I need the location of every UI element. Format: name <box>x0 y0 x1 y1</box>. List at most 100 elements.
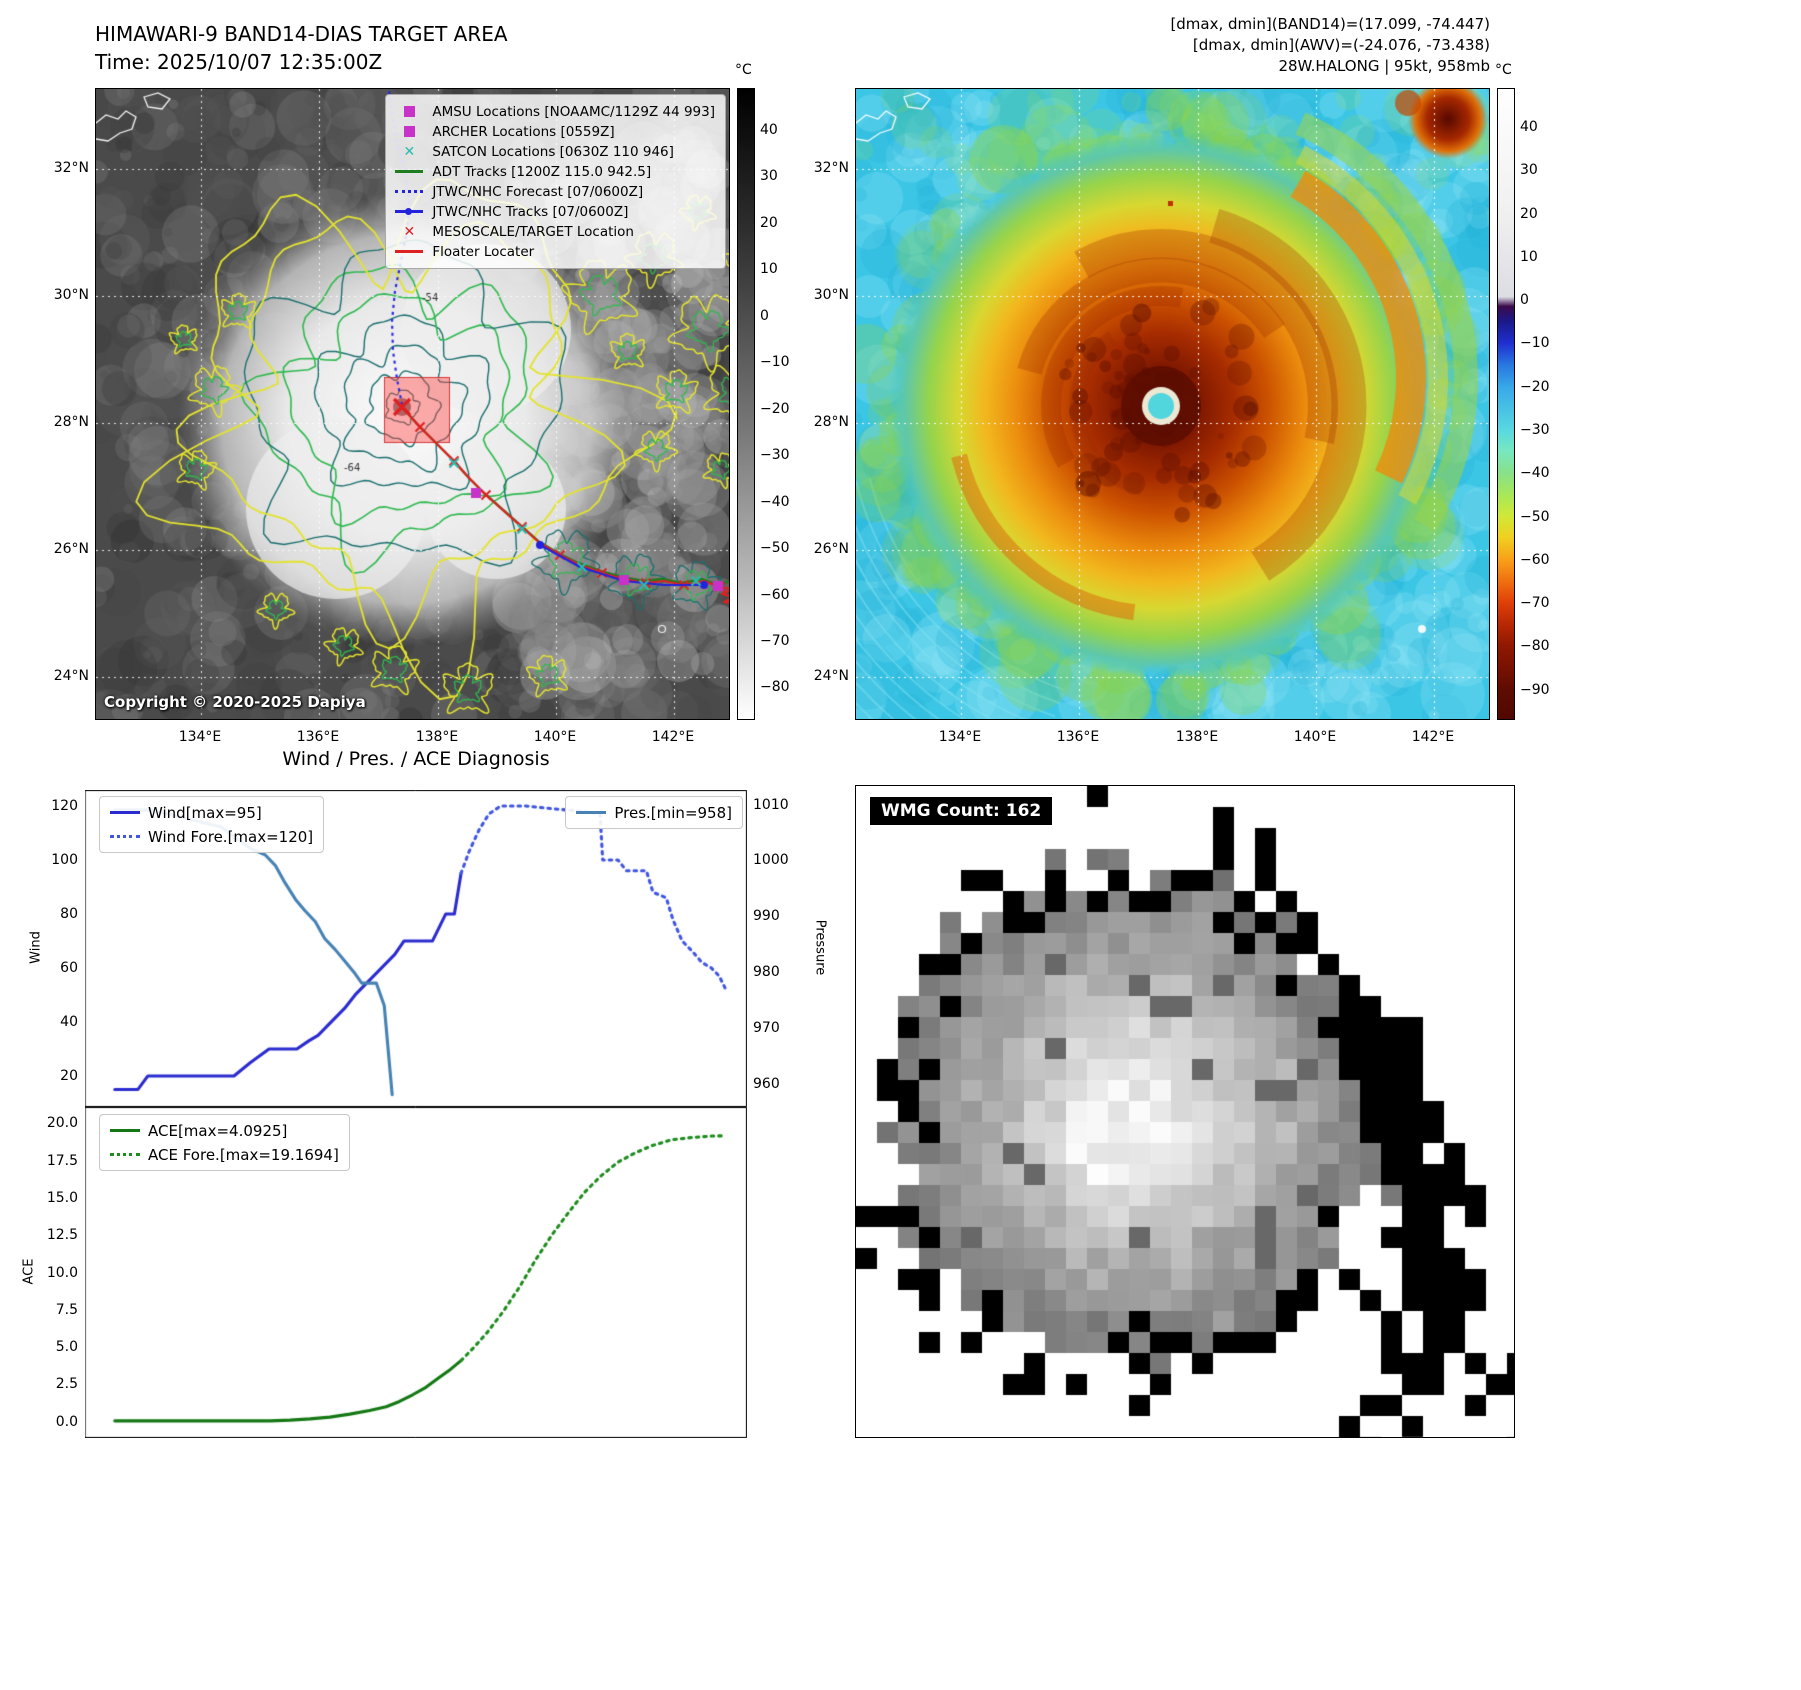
square-marker-icon <box>394 106 424 117</box>
legend-label: AMSU Locations [NOAAMC/1129Z 44 993] <box>432 103 715 120</box>
page-title: HIMAWARI-9 BAND14-DIAS TARGET AREA <box>95 22 508 46</box>
storm-info-annotation: 28W.HALONG | 95kt, 958mb <box>1278 57 1490 75</box>
legend-item: JTWC/NHC Forecast [07/0600Z] <box>394 182 715 201</box>
colorbar-tick-label: 10 <box>1520 248 1538 265</box>
diagnosis-title: Wind / Pres. / ACE Diagnosis <box>282 748 550 770</box>
lon-tick-label: 138°E <box>1175 729 1219 745</box>
pressure-tick-label: 980 <box>753 963 780 980</box>
lon-tick-label: 136°E <box>296 729 340 745</box>
legend-item: JTWC/NHC Tracks [07/0600Z] <box>394 202 715 221</box>
ace-tick-label: 7.5 <box>55 1301 78 1318</box>
chart-legend-label: ACE Fore.[max=19.1694] <box>148 1145 339 1164</box>
wind-tick-label: 20 <box>60 1067 78 1084</box>
dmax-band14-annotation: [dmax, dmin](BAND14)=(17.099, -74.447) <box>1170 15 1490 33</box>
legend-label: ADT Tracks [1200Z 115.0 942.5] <box>432 163 652 180</box>
lat-tick-label: 28°N <box>813 414 849 430</box>
lon-tick-label: 134°E <box>938 729 982 745</box>
colorbar-tick-label: 40 <box>1520 118 1538 135</box>
colorbar-tick-label: −80 <box>1520 638 1550 655</box>
ace-tick-label: 20.0 <box>46 1115 78 1132</box>
chart-legend-item: Wind Fore.[max=120] <box>110 827 313 846</box>
wind-legend: Wind[max=95] Wind Fore.[max=120] <box>99 796 325 853</box>
lat-tick-label: 26°N <box>813 541 849 557</box>
line-marker-icon <box>394 250 424 253</box>
chart-legend-label: ACE[max=4.0925] <box>148 1121 288 1140</box>
legend-label: JTWC/NHC Tracks [07/0600Z] <box>432 203 629 220</box>
lon-tick-label: 140°E <box>533 729 577 745</box>
lat-tick-label: 24°N <box>53 668 89 684</box>
lat-tick-label: 32°N <box>53 160 89 176</box>
colorbar-tick-label: −30 <box>1520 421 1550 438</box>
legend-label: Floater Locater <box>432 243 535 260</box>
legend-label: SATCON Locations [0630Z 110 946] <box>432 143 674 160</box>
awv-satellite-image <box>856 89 1489 719</box>
colorbar-tick-label: −10 <box>1520 335 1550 352</box>
ace-tick-label: 0.0 <box>55 1413 78 1430</box>
wmg-count-badge: WMG Count: 162 <box>870 797 1053 825</box>
chart-legend-line-icon <box>110 835 140 838</box>
wmg-count-image <box>856 786 1514 1437</box>
legend-label: ARCHER Locations [0559Z] <box>432 123 615 140</box>
lon-tick-label: 138°E <box>415 729 459 745</box>
colorbar-tick-label: 10 <box>760 261 778 278</box>
wmg-panel: WMG Count: 162 <box>855 785 1515 1438</box>
pressure-tick-label: 990 <box>753 908 780 925</box>
colorbar-tick-label: −30 <box>760 447 790 464</box>
dmax-awv-annotation: [dmax, dmin](AWV)=(-24.076, -73.438) <box>1192 36 1490 54</box>
copyright-text: Copyright © 2020-2025 Dapiya <box>104 693 366 711</box>
ace-tick-label: 10.0 <box>46 1264 78 1281</box>
colorbar-tick-label: −40 <box>760 493 790 510</box>
legend-item: ✕ MESOSCALE/TARGET Location <box>394 222 715 241</box>
colorbar-tick-label: −60 <box>760 586 790 603</box>
ace-tick-label: 12.5 <box>46 1227 78 1244</box>
band14-map-legend: AMSU Locations [NOAAMC/1129Z 44 993] ARCH… <box>385 94 726 269</box>
awv-map-panel <box>855 88 1490 720</box>
colorbar-tick-label: 0 <box>760 307 769 324</box>
chart-legend-item: ACE[max=4.0925] <box>110 1121 339 1140</box>
wind-tick-label: 40 <box>60 1013 78 1030</box>
band14-colorbar <box>737 88 755 720</box>
ace-tick-label: 15.0 <box>46 1189 78 1206</box>
legend-item: ADT Tracks [1200Z 115.0 942.5] <box>394 162 715 181</box>
lon-tick-label: 142°E <box>651 729 695 745</box>
colorbar-tick-label: −90 <box>1520 681 1550 698</box>
colorbar-tick-label: 20 <box>1520 205 1538 222</box>
pressure-tick-label: 1010 <box>753 796 789 813</box>
lat-tick-label: 26°N <box>53 541 89 557</box>
lat-tick-label: 30°N <box>53 287 89 303</box>
chart-legend-line-icon <box>110 811 140 814</box>
timestamp: Time: 2025/10/07 12:35:00Z <box>95 50 383 74</box>
annotation-block: [dmax, dmin](BAND14)=(17.099, -74.447) [… <box>1170 14 1490 77</box>
colorbar-tick-label: −20 <box>760 400 790 417</box>
chart-legend-line-icon <box>110 1129 140 1132</box>
colorbar-tick-label: −50 <box>760 540 790 557</box>
line-dot-marker-icon <box>394 208 424 215</box>
x-marker-icon: ✕ <box>403 223 416 240</box>
ace-tick-label: 2.5 <box>55 1376 78 1393</box>
lat-tick-label: 24°N <box>813 668 849 684</box>
lat-tick-label: 32°N <box>813 160 849 176</box>
legend-item: AMSU Locations [NOAAMC/1129Z 44 993] <box>394 102 715 121</box>
band14-map-panel: AMSU Locations [NOAAMC/1129Z 44 993] ARCH… <box>95 88 730 720</box>
chart-legend-item: Wind[max=95] <box>110 803 313 822</box>
colorbar-tick-label: −20 <box>1520 378 1550 395</box>
wind-tick-label: 100 <box>51 851 78 868</box>
pressure-tick-label: 1000 <box>753 852 789 869</box>
chart-legend-item: ACE Fore.[max=19.1694] <box>110 1145 339 1164</box>
pressure-axis-label: Pressure <box>812 919 828 976</box>
pressure-tick-label: 970 <box>753 1019 780 1036</box>
wind-tick-label: 80 <box>60 905 78 922</box>
legend-label: JTWC/NHC Forecast [07/0600Z] <box>432 183 644 200</box>
colorbar-tick-label: −70 <box>760 633 790 649</box>
chart-legend-label: Wind[max=95] <box>148 803 262 822</box>
colorbar-tick-label: −80 <box>760 679 790 696</box>
colorbar-tick-label: 20 <box>760 214 778 231</box>
colorbar-tick-label: −10 <box>760 354 790 371</box>
chart-legend-line-icon <box>110 1153 140 1156</box>
wind-tick-label: 60 <box>60 959 78 976</box>
lat-tick-label: 30°N <box>813 287 849 303</box>
colorbar-tick-label: −70 <box>1520 595 1550 612</box>
chart-legend-label: Pres.[min=958] <box>614 803 732 822</box>
pressure-tick-label: 960 <box>753 1075 780 1092</box>
legend-label: MESOSCALE/TARGET Location <box>432 223 634 240</box>
